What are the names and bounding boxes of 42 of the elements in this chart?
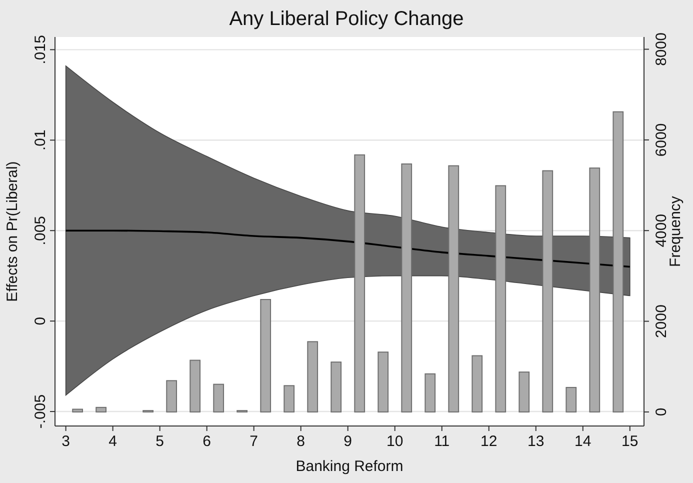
bar [472, 355, 483, 412]
x-tick-label: 4 [108, 433, 117, 450]
bar [96, 406, 107, 412]
bar [260, 299, 272, 412]
x-tick-label: 3 [62, 433, 70, 450]
bar [424, 373, 436, 412]
y2-tick-label: 8000 [653, 32, 670, 66]
x-tick-label: 15 [622, 433, 638, 450]
x-tick-label: 5 [156, 433, 164, 450]
y-tick-label: 0 [32, 316, 49, 326]
bar [307, 341, 318, 412]
bar [284, 385, 295, 412]
bar [213, 384, 224, 412]
bar [378, 352, 389, 412]
x-tick-label: 10 [386, 433, 404, 450]
bar [72, 408, 83, 412]
x-tick-label: 13 [528, 433, 544, 450]
bar [330, 362, 342, 412]
y2-tick-label: 2000 [653, 304, 670, 338]
x-tick-label: 9 [344, 433, 352, 450]
x-axis-title: Banking Reform [296, 458, 404, 475]
bar [518, 372, 530, 412]
x-tick-label: 8 [296, 433, 306, 450]
y-tick-label: -.005 [32, 394, 49, 429]
y2-axis-title: Frequency [667, 196, 684, 267]
y-tick-label: .01 [32, 130, 49, 151]
y-axis-title: Effects on Pr(Liberal) [4, 161, 21, 302]
line-series [64, 230, 631, 268]
x-tick-label: 14 [574, 433, 592, 450]
y2-tick-label: 4000 [653, 214, 670, 248]
y-tick-label: .015 [32, 35, 49, 64]
bar [190, 360, 201, 412]
y-tick-label: .005 [32, 216, 49, 246]
x-tick-label: 11 [434, 433, 450, 450]
y2-tick-label: 0 [653, 408, 670, 416]
bar [566, 386, 577, 412]
y2-tick-label: 6000 [653, 123, 670, 157]
chart-title: Any Liberal Policy Change [229, 8, 464, 30]
bar [166, 380, 178, 412]
x-tick-label: 12 [480, 433, 498, 450]
x-tick-label: 6 [202, 433, 212, 450]
x-tick-label: 7 [250, 433, 258, 450]
